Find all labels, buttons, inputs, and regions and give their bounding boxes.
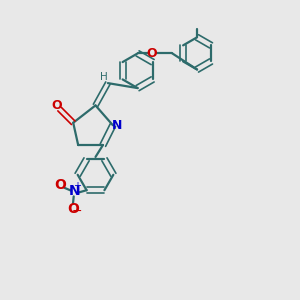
Text: N: N	[68, 184, 80, 199]
Text: O: O	[67, 202, 79, 216]
Text: N: N	[112, 119, 122, 132]
Text: O: O	[52, 99, 62, 112]
Text: +: +	[73, 182, 81, 191]
Text: H: H	[100, 72, 108, 82]
Text: O: O	[146, 47, 157, 60]
Text: −: −	[72, 205, 83, 218]
Text: O: O	[55, 178, 67, 192]
